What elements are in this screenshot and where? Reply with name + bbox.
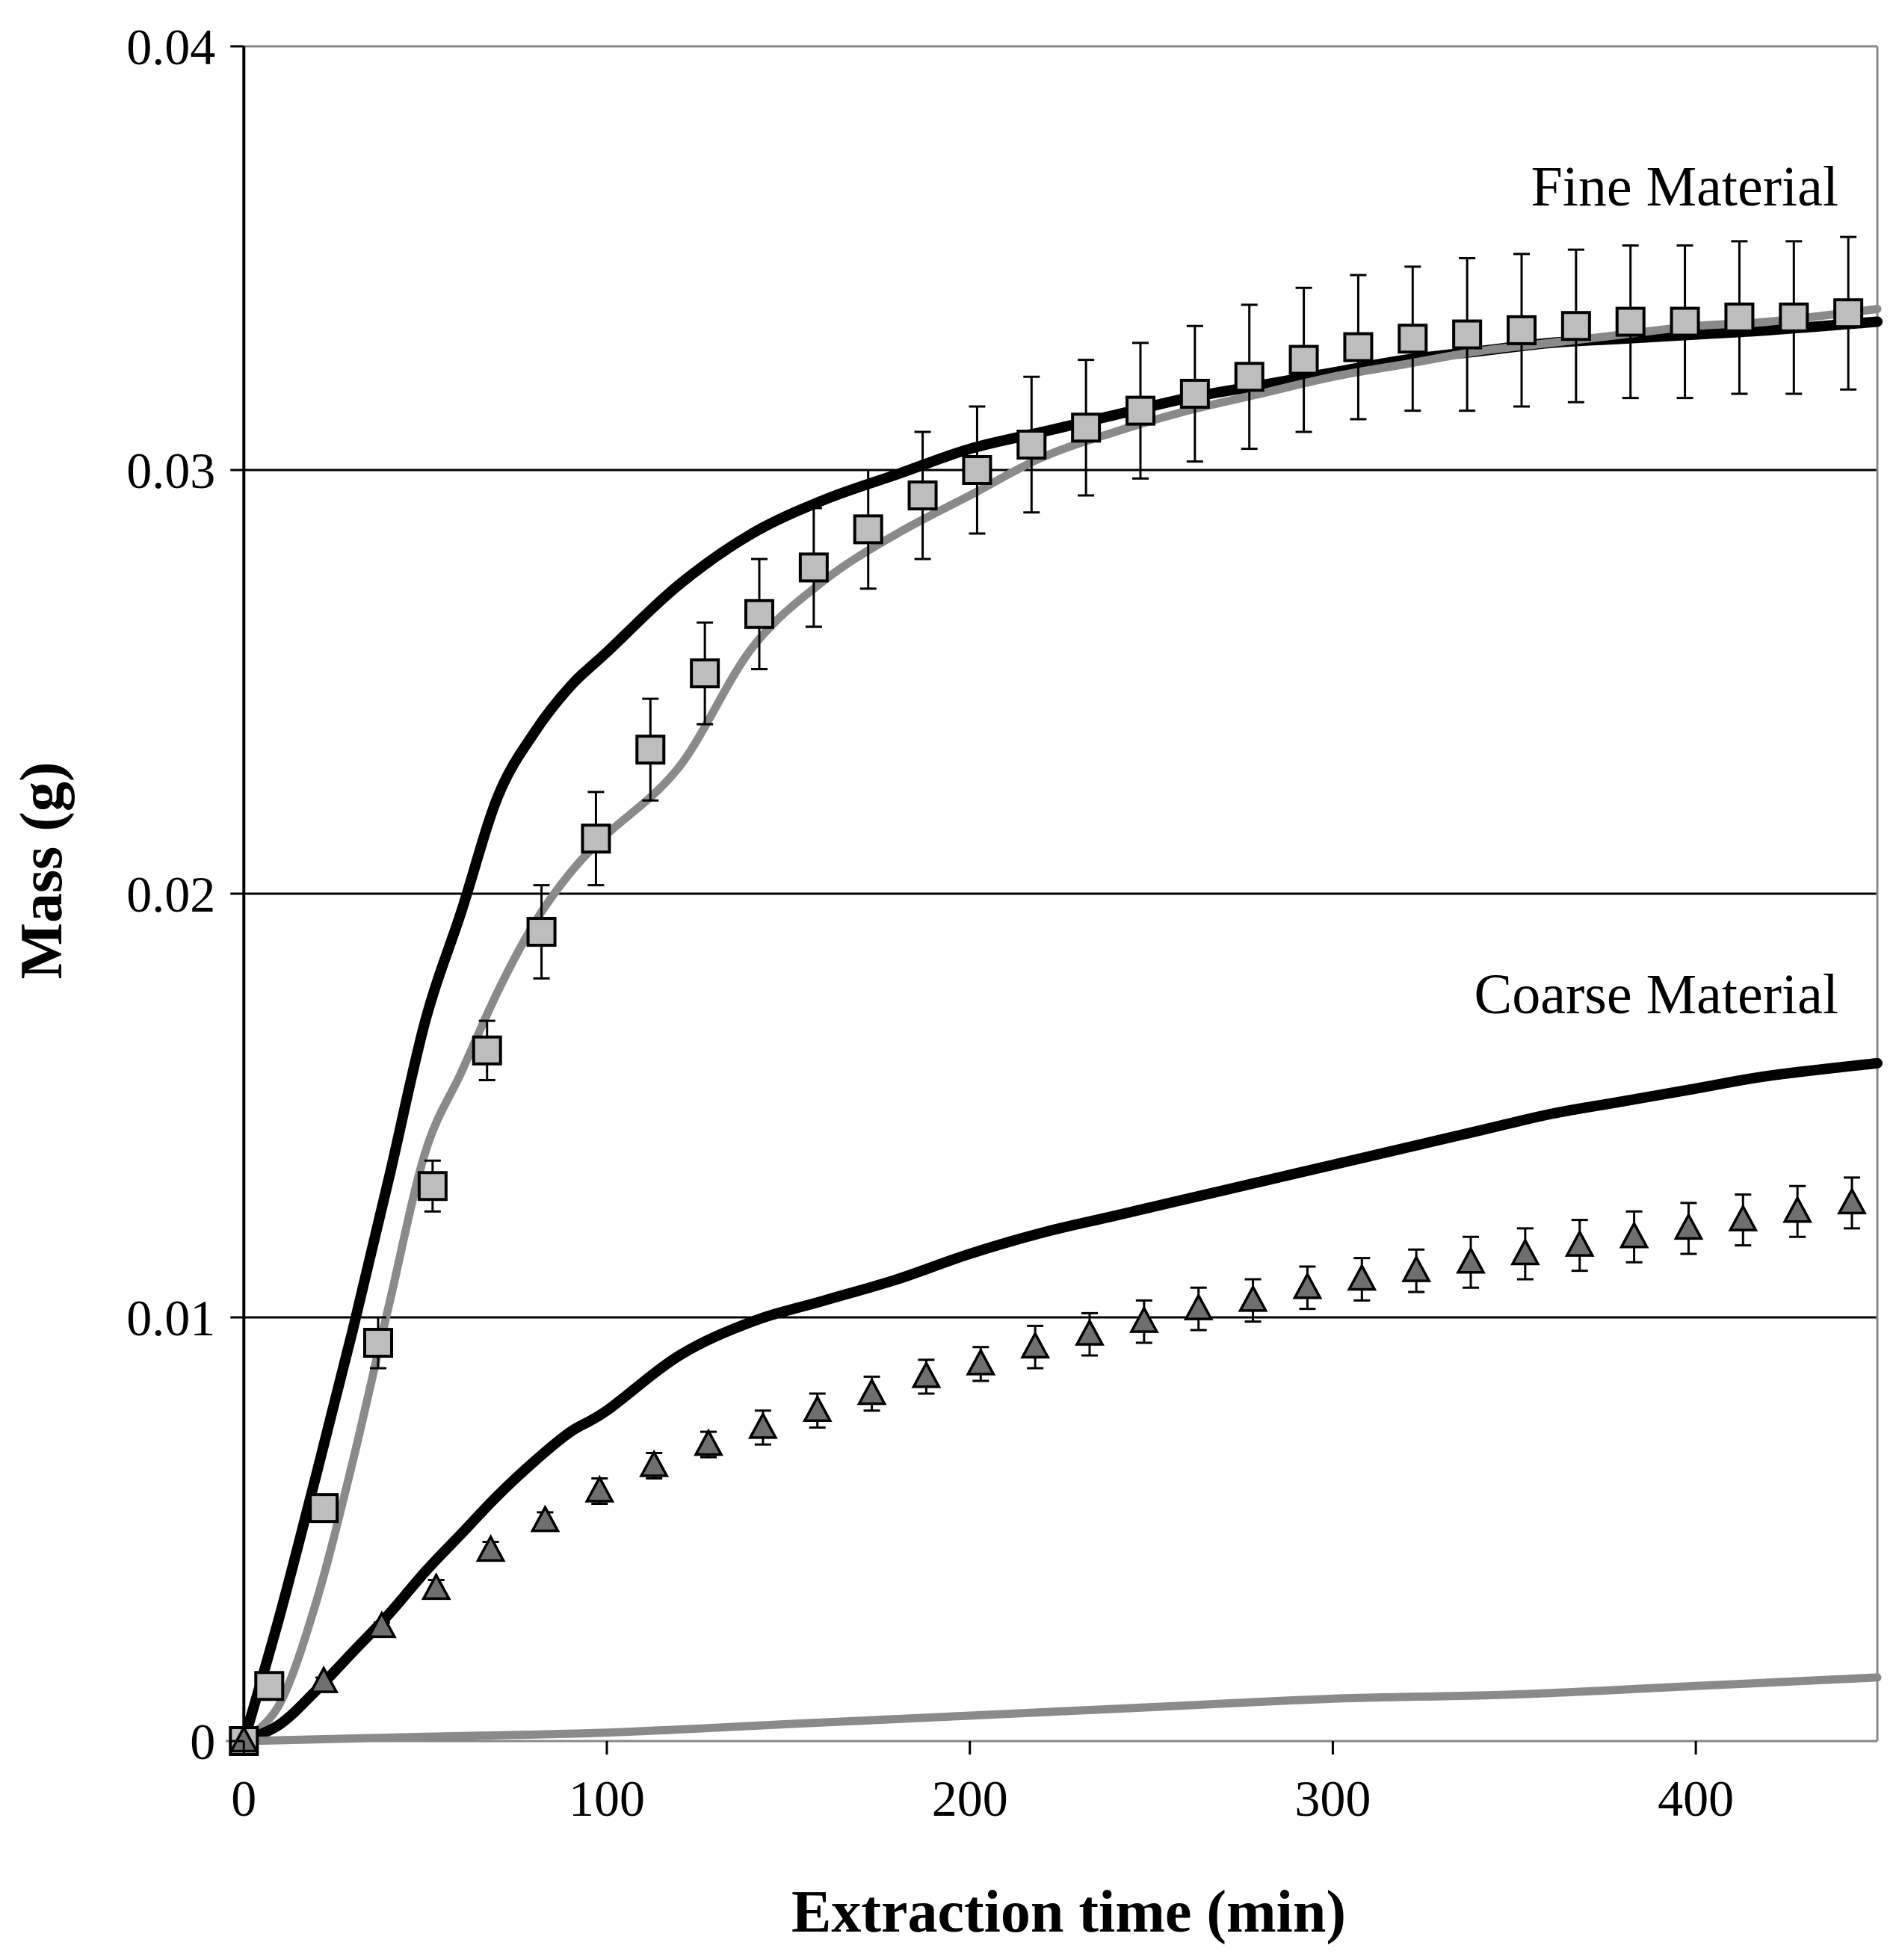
fine-material-point-29 [1779, 302, 1809, 333]
coarse-material-point-7 [639, 1449, 670, 1477]
gridlines [244, 469, 1877, 1319]
fine-material-point-26 [1615, 306, 1646, 337]
fine-material-point-14 [962, 455, 992, 485]
coarse-material-point-12 [911, 1360, 942, 1388]
y-tick-label-3: 0.03 [126, 442, 215, 499]
fine-material-point-7 [581, 823, 611, 854]
coarse-material-point-6 [584, 1474, 615, 1503]
fine-material-point-1 [254, 1671, 285, 1701]
model-line-3 [239, 305, 1882, 1746]
fine-material-point-15 [1016, 429, 1047, 460]
coarse-material-point-3 [421, 1572, 451, 1601]
fine-material-point-10 [744, 599, 774, 629]
coarse-material-point-5 [530, 1504, 561, 1533]
fine-material-point-11 [798, 552, 829, 583]
model-line-2 [238, 316, 1883, 1746]
fine-material-point-18 [1179, 378, 1210, 409]
coarse-material-point-15 [1075, 1317, 1105, 1346]
fine-material-point-9 [690, 658, 720, 689]
model-line-5 [239, 1673, 1882, 1746]
annotation-coarse-material: Coarse Material [1475, 963, 1838, 1026]
coarse-material-point-29 [1837, 1187, 1867, 1215]
coarse-material-point-23 [1510, 1237, 1540, 1266]
fine-material-point-13 [907, 480, 938, 511]
x-tick-label-3: 300 [1294, 1770, 1371, 1827]
coarse-material-point-4 [475, 1534, 506, 1562]
coarse-material-point-26 [1673, 1212, 1704, 1240]
coarse-material-point-18 [1238, 1284, 1268, 1312]
coarse-material-point-8 [694, 1428, 723, 1456]
y-axis-title: Mass (g) [9, 761, 75, 979]
fine-material-point-22 [1398, 324, 1428, 354]
y-tick-label-2: 0.02 [126, 866, 215, 923]
model-line-4 [238, 1057, 1883, 1746]
model-curves [238, 305, 1883, 1746]
fine-material-point-3 [363, 1328, 393, 1358]
coarse-material-point-21 [1401, 1254, 1432, 1282]
coarse-material-point-13 [966, 1347, 996, 1376]
y-tick-label-0: 0 [190, 1713, 215, 1770]
fine-material-point-27 [1670, 306, 1700, 337]
fine-material-point-19 [1234, 362, 1265, 392]
x-tick-label-1: 100 [569, 1770, 645, 1827]
fine-material-point-12 [853, 514, 883, 545]
fine-material-point-20 [1288, 344, 1319, 375]
annotation-fine-material: Fine Material [1531, 155, 1838, 218]
fine-material-point-2 [309, 1493, 339, 1524]
coarse-material-point-9 [747, 1411, 778, 1439]
x-tick-label-4: 400 [1658, 1770, 1734, 1827]
coarse-material-point-1 [309, 1665, 339, 1693]
coarse-material-point-17 [1183, 1292, 1214, 1320]
x-tick-label-0: 0 [231, 1770, 256, 1827]
fine-material-point-23 [1452, 319, 1483, 350]
coarse-material-point-24 [1564, 1228, 1595, 1257]
axis-ticks: 0 0.01 0.02 0.03 0.04 0 100 200 300 400 [126, 19, 1734, 1827]
data-markers [229, 298, 1867, 1756]
coarse-material-point-28 [1782, 1195, 1813, 1223]
coarse-material-point-14 [1020, 1331, 1051, 1358]
fine-material-point-5 [472, 1035, 502, 1066]
fine-material-point-30 [1833, 298, 1864, 329]
fine-material-point-21 [1343, 332, 1374, 362]
coarse-material-point-20 [1347, 1263, 1377, 1291]
y-tick-label-4: 0.04 [126, 19, 215, 75]
fine-material-point-17 [1125, 395, 1155, 426]
fine-material-point-8 [635, 735, 666, 765]
x-tick-label-2: 200 [932, 1770, 1008, 1827]
fine-material-point-16 [1071, 412, 1102, 443]
coarse-material-point-11 [856, 1377, 887, 1406]
fine-material-point-4 [417, 1171, 448, 1202]
x-axis-title: Extraction time (min) [791, 1879, 1346, 1945]
fine-material-point-25 [1560, 311, 1591, 341]
coarse-material-point-16 [1128, 1305, 1159, 1333]
coarse-material-point-19 [1292, 1271, 1323, 1299]
y-tick-label-1: 0.01 [126, 1290, 215, 1347]
coarse-material-point-27 [1728, 1203, 1758, 1231]
fine-material-point-24 [1507, 315, 1537, 345]
coarse-material-point-2 [366, 1610, 397, 1639]
fine-material-point-6 [526, 917, 557, 947]
fine-material-point-28 [1724, 302, 1755, 333]
coarse-material-point-22 [1456, 1246, 1486, 1274]
coarse-material-point-10 [802, 1394, 833, 1422]
coarse-material-point-25 [1619, 1220, 1649, 1249]
